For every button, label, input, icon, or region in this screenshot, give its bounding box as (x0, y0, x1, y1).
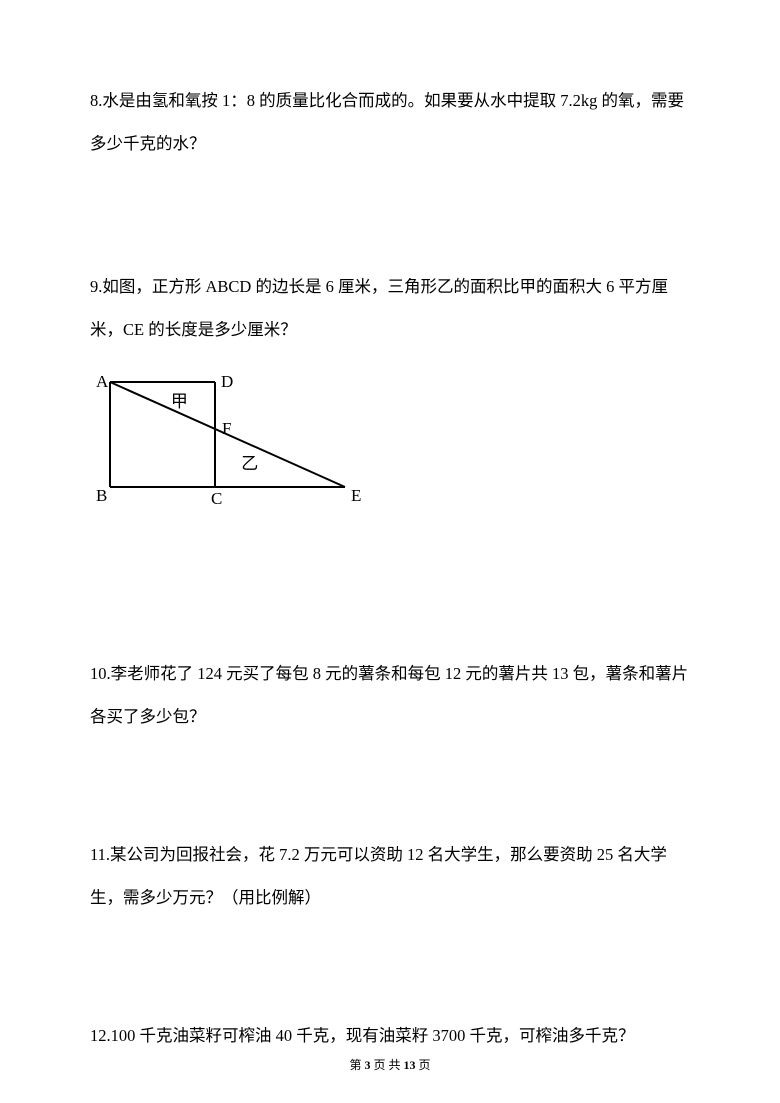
footer-prefix: 第 (349, 1058, 364, 1072)
question-11-text: 11.某公司为回报社会，花 7.2 万元可以资助 12 名大学生，那么要资助 2… (90, 845, 667, 907)
svg-text:D: D (221, 372, 233, 391)
question-12: 12.100 千克油菜籽可榨油 40 千克，现有油菜籽 3700 千克，可榨油多… (90, 1015, 690, 1058)
question-11: 11.某公司为回报社会，花 7.2 万元可以资助 12 名大学生，那么要资助 2… (90, 834, 690, 920)
footer-total-pages: 13 (404, 1058, 416, 1072)
geometry-diagram: A D B C E F 甲乙 (90, 367, 690, 534)
svg-text:A: A (96, 372, 109, 391)
question-9: 9.如图，正方形 ABCD 的边长是 6 厘米，三角形乙的面积比甲的面积大 6 … (90, 266, 690, 534)
svg-text:F: F (222, 418, 231, 437)
svg-text:甲: 甲 (171, 392, 188, 411)
footer-mid: 页 共 (370, 1058, 403, 1072)
question-10: 10.李老师花了 124 元买了每包 8 元的薯条和每包 12 元的薯片共 13… (90, 653, 690, 739)
svg-text:E: E (351, 486, 361, 505)
svg-text:C: C (211, 489, 222, 508)
svg-text:乙: 乙 (241, 454, 258, 473)
question-9-text: 9.如图，正方形 ABCD 的边长是 6 厘米，三角形乙的面积比甲的面积大 6 … (90, 277, 668, 339)
question-8-text: 8.水是由氢和氧按 1：8 的质量比化合而成的。如果要从水中提取 7.2kg 的… (90, 91, 684, 153)
question-12-text: 12.100 千克油菜籽可榨油 40 千克，现有油菜籽 3700 千克，可榨油多… (90, 1026, 635, 1045)
svg-text:B: B (96, 486, 107, 505)
question-10-text: 10.李老师花了 124 元买了每包 8 元的薯条和每包 12 元的薯片共 13… (90, 664, 688, 726)
diagram-svg: A D B C E F 甲乙 (90, 367, 380, 517)
page-footer: 第 3 页 共 13 页 (0, 1056, 780, 1073)
question-8: 8.水是由氢和氧按 1：8 的质量比化合而成的。如果要从水中提取 7.2kg 的… (90, 80, 690, 166)
footer-suffix: 页 (416, 1058, 431, 1072)
